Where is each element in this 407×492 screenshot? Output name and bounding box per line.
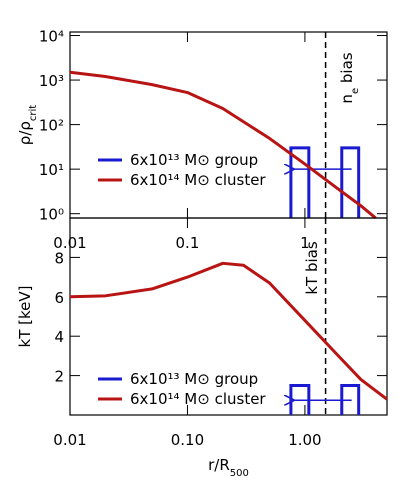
annotation: ne bias [338,52,361,103]
group-box [340,146,361,218]
legend-label: 6x10¹⁴ M⊙ cluster [130,390,266,408]
annotation-part: kT bias [303,241,321,294]
y-axis-label-part: kT [keV] [16,286,34,348]
x-tick-label: 1 [300,234,310,252]
y-axis-label-part: crit [28,105,39,121]
annotation-part: bias [338,52,356,88]
y-axis-label: ρ/ρcrit [16,105,39,145]
y-tick-label: 2 [54,368,64,386]
x-tick-label: 0.1 [176,234,200,252]
series-line [69,261,388,401]
legend-label: 6x10¹⁴ M⊙ cluster [130,171,266,189]
x-tick-label: 0.01 [53,431,86,449]
y-tick-label: 4 [54,328,64,346]
legend-label: 6x10¹³ M⊙ group [130,370,258,388]
x-tick-label: 0.10 [171,431,204,449]
group-box [289,146,311,218]
y-tick-label: 10³ [39,72,64,90]
x-axis-label-part: 500 [230,468,249,479]
y-tick-label: 10² [39,117,64,135]
y-tick-label: 10⁴ [39,28,64,46]
x-tick-label: 1.00 [288,431,321,449]
series-line [69,70,377,220]
y-tick-label: 10¹ [39,161,64,179]
plot-frame [69,217,388,416]
x-axis-label: r/R500 [208,456,249,479]
x-axis-label-part: r/R [208,456,230,474]
annotation-part: n [338,94,356,104]
y-tick-label: 8 [54,249,64,267]
y-axis-label: kT [keV] [16,286,34,348]
annotation: kT bias [303,241,321,294]
legend-label: 6x10¹³ M⊙ group [130,151,258,169]
y-axis-label-part: ρ/ρ [16,121,34,145]
y-tick-label: 10⁰ [39,206,64,224]
y-tick-label: 6 [54,289,64,307]
annotation-part: e [350,88,361,94]
